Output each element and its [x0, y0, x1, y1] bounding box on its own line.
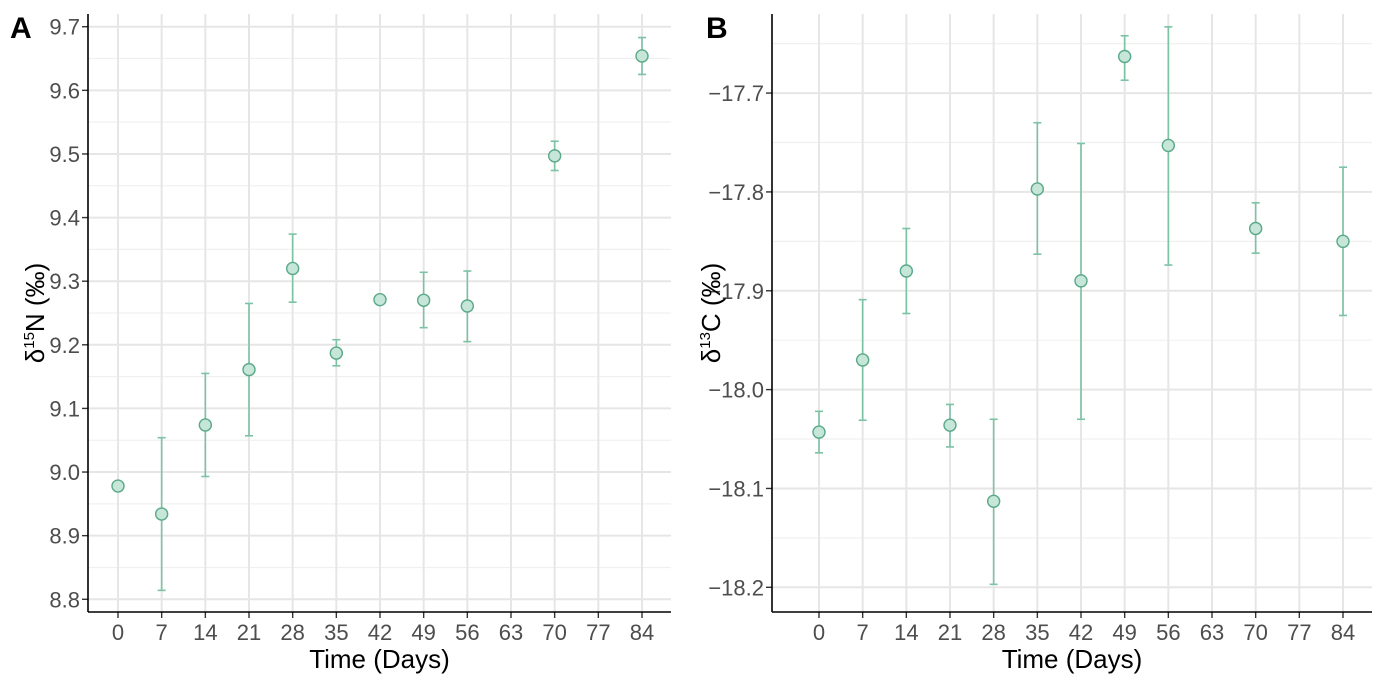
- x-tick-label: 70: [542, 620, 566, 645]
- y-tick-label: −17.8: [708, 180, 764, 205]
- panel-b-chart: −18.2 −18.1 −18.0 −17.9 −17.8 −17.7 0 7 14 21 28 35…: [696, 12, 1372, 674]
- y-tick-label: −18.2: [708, 575, 764, 600]
- data-point: [111, 479, 125, 493]
- data-point: [460, 299, 475, 313]
- data-point: [1336, 234, 1350, 249]
- y-tick-label: 9.2: [49, 333, 80, 358]
- data-point: [285, 261, 300, 276]
- data-point: [329, 346, 344, 360]
- data-point: [1030, 182, 1045, 196]
- y-tick-label: −18.0: [708, 378, 764, 403]
- data-point: [943, 418, 957, 432]
- y-axis-title: δ13C (‰): [696, 263, 726, 364]
- panel-label: A: [10, 12, 32, 45]
- y-axis-title: δ15N (‰): [20, 263, 50, 364]
- y-tick-label: 8.8: [49, 587, 80, 612]
- data-point: [547, 149, 562, 163]
- x-tick-label: 14: [193, 620, 217, 645]
- data-point: [373, 292, 387, 307]
- x-tick-label: 56: [1156, 620, 1180, 645]
- panel-label: B: [706, 12, 728, 45]
- y-tick-label: −17.9: [708, 279, 764, 304]
- x-tick-label: 35: [324, 620, 348, 645]
- x-tick-label: 84: [1331, 620, 1355, 645]
- x-tick-label: 70: [1243, 620, 1267, 645]
- y-tick-label: 9.3: [49, 269, 80, 294]
- y-tick-label: 9.0: [49, 460, 80, 485]
- x-tick-label: 42: [368, 620, 392, 645]
- x-tick-label: 49: [411, 620, 435, 645]
- x-tick-label: 14: [894, 620, 918, 645]
- data-point: [1117, 49, 1132, 64]
- data-point: [1161, 138, 1176, 153]
- x-tick-label: 42: [1069, 620, 1093, 645]
- x-tick-label: 0: [813, 620, 825, 645]
- data-point: [855, 353, 870, 367]
- x-tick-label: 21: [237, 620, 261, 645]
- x-tick-label: 84: [630, 620, 654, 645]
- x-tick-label: 77: [1287, 620, 1311, 645]
- data-point: [1074, 274, 1088, 288]
- x-tick-label: 7: [156, 620, 168, 645]
- y-tick-label: 9.7: [49, 15, 80, 40]
- x-axis-title: Time (Days): [1002, 644, 1143, 674]
- x-tick-label: 28: [280, 620, 304, 645]
- x-tick-label: 35: [1025, 620, 1049, 645]
- x-tick-label: 28: [981, 620, 1005, 645]
- y-tick-label: −17.7: [708, 81, 764, 106]
- data-point: [812, 425, 826, 439]
- x-tick-label: 77: [586, 620, 610, 645]
- x-tick-label: 0: [112, 620, 124, 645]
- x-tick-label: 21: [938, 620, 962, 645]
- x-tick-label: 63: [1200, 620, 1224, 645]
- y-tick-label: 8.9: [49, 524, 80, 549]
- panel-a-chart: 8.8 8.9 9.0 9.1 9.2 9.3 9.4 9.5 9.6 9.7 0 7 14 21 28 35…: [10, 12, 671, 674]
- y-tick-label: 9.1: [49, 396, 80, 421]
- x-axis-title: Time (Days): [309, 644, 450, 674]
- data-point: [416, 293, 431, 307]
- y-tick-label: 9.6: [49, 78, 80, 103]
- data-point: [1248, 221, 1263, 236]
- x-tick-label: 7: [857, 620, 869, 645]
- x-tick-label: 56: [455, 620, 479, 645]
- data-point: [635, 49, 649, 63]
- y-tick-label: 9.4: [49, 206, 80, 231]
- data-point: [986, 494, 1001, 508]
- x-tick-label: 49: [1112, 620, 1136, 645]
- data-point: [242, 362, 256, 377]
- x-tick-label: 63: [499, 620, 523, 645]
- y-tick-label: −18.1: [708, 476, 764, 501]
- y-tick-label: 9.5: [49, 142, 80, 167]
- data-point: [154, 507, 169, 521]
- data-point: [198, 418, 213, 432]
- data-point: [899, 264, 914, 278]
